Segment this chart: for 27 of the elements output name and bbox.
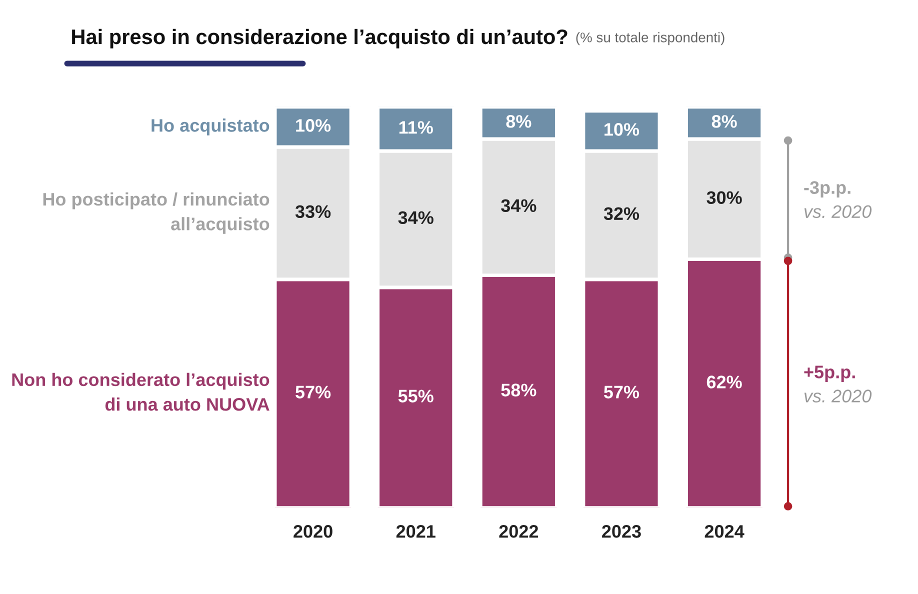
data-label: 8% [712, 115, 737, 128]
series-label: Non ho considerato l’acquisto di una auto NUOVA [12, 372, 270, 411]
x-tick-label: 2020 [294, 525, 332, 538]
data-label: 34% [398, 211, 434, 224]
data-label: 32% [604, 207, 640, 220]
text: +5p.p. vs. 2020 [804, 366, 872, 402]
chart-subtitle: (% su totale rispondenti) [576, 32, 724, 46]
text: -3p.p. vs. 2020 [804, 181, 872, 218]
x-tick-label: 2021 [396, 525, 436, 538]
data-label: 10% [604, 123, 640, 136]
data-label: 57% [296, 386, 331, 398]
data-label: 30% [706, 191, 742, 204]
data-label: 58% [501, 384, 536, 396]
chart-title: Hai preso in considerazione l’acquisto di un’auto? [72, 28, 568, 48]
series-label: Ho acquistato [152, 118, 270, 136]
data-label: 8% [506, 115, 532, 128]
x-tick-label: 2023 [602, 525, 641, 538]
data-label: 11% [399, 121, 433, 134]
series-label: Ho posticipato / rinunciato all’acquisto [43, 192, 270, 234]
data-label: 34% [501, 199, 536, 212]
x-tick-label: 2022 [499, 525, 538, 538]
data-label: 57% [604, 386, 640, 398]
data-label: 55% [398, 390, 434, 402]
data-label: 10% [296, 119, 331, 132]
data-label: 33% [295, 205, 331, 218]
x-tick-label: 2024 [704, 525, 744, 538]
data-label: 62% [706, 376, 742, 388]
